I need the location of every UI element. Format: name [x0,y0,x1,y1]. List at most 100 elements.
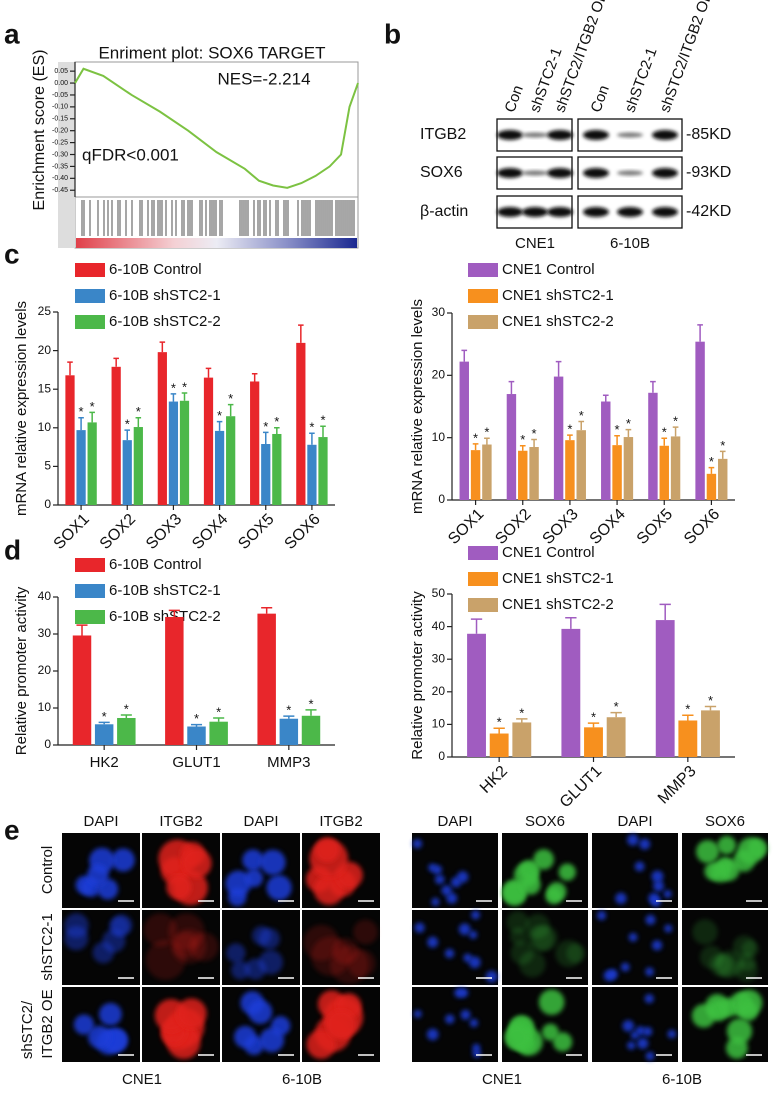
cell-blob [225,870,252,897]
cell-blob [431,897,440,907]
x-tick-label: MMP3 [267,754,310,771]
x-tick-label: SOX3 [540,506,582,548]
cell-blob [266,875,292,901]
cell-blob [244,869,264,888]
significance: * [124,701,129,716]
chart-title: Enriment plot: SOX6 TARGET [98,43,325,62]
error-bar [531,438,537,448]
cell-blob [463,953,472,963]
column-header: DAPI [617,813,652,830]
panel-label: b [384,18,401,49]
bar [718,458,728,500]
blot-band [617,132,643,138]
error-bar [251,373,258,382]
bar [261,444,271,505]
error-bar [205,367,212,378]
bar [529,447,539,500]
error-bar [567,434,573,441]
cell-blob [520,874,541,895]
y-tick-label: 30 [432,305,446,319]
bar [623,437,634,500]
cell-blob [111,848,135,872]
bar [678,720,698,757]
significance: * [626,416,631,431]
cell-blob [111,914,133,936]
cell-blob [620,962,630,972]
lane-label: shSTC2/ITGB2 OE [657,0,717,115]
blot-band [497,130,523,140]
cell-blob [645,967,654,977]
cell-line-label: 6-10B [282,1071,322,1088]
significance: * [286,703,291,718]
cell-blob [525,913,550,939]
lane-label: Con [502,83,527,115]
cell-blob [709,953,732,977]
error-bar [659,603,671,621]
error-bar [274,427,280,434]
cell-blob [454,987,465,998]
error-bar [661,437,668,446]
cell-blob [456,871,469,883]
y-axis-label: Enrichment score (ES) [31,50,48,211]
left-strip [58,62,75,248]
cell-blob [303,924,340,961]
cell-blob [168,913,205,950]
panel-label: e [4,814,20,845]
x-tick-label: SOX2 [492,506,534,548]
y-tick-label: 0 [44,737,51,751]
y-tick-label: 10 [432,717,446,731]
row-label: Control [39,846,56,894]
legend-swatch [75,558,105,572]
cell-blob [248,999,273,1025]
legend-swatch [468,289,498,303]
cell-blob [326,1009,357,1040]
cell-blob [231,960,250,980]
y-tick-label: 15 [38,381,52,395]
size-label: -85KD [686,126,731,143]
micrograph [592,833,678,908]
bar [87,422,97,505]
cell-blob [667,1029,677,1039]
cell-blob [692,919,718,945]
y-tick-label: 20 [38,663,52,677]
legend-swatch [75,263,105,277]
cell-blob [630,1031,639,1040]
micrograph [592,987,678,1062]
bar [76,430,86,505]
size-label: -93KD [686,164,731,181]
x-tick-label: HK2 [90,754,119,771]
y-tick-label: 0.00 [54,80,68,87]
error-bar [168,609,180,617]
cell-blob [176,998,207,1029]
cell-blob [87,864,109,886]
blot-band [583,207,609,217]
cell-blob [426,1028,439,1041]
significance: * [708,693,713,708]
cell-blob [414,922,425,933]
legend-swatch [75,315,105,329]
cell-blob [718,859,740,882]
bar [561,628,581,757]
y-tick-label: 30 [38,626,52,640]
cell-blob [637,1037,649,1050]
cell-blob [166,874,192,900]
cell-blob [627,834,639,846]
cell-blob [642,1026,653,1037]
significance: * [90,399,95,414]
significance: * [194,711,199,726]
significance: * [662,425,667,440]
significance: * [685,702,690,717]
cell-blob [538,989,565,1015]
error-bar [508,380,515,395]
error-bar [305,709,317,716]
micrograph [412,987,498,1062]
cell-blob [471,910,481,920]
y-axis-label: mRNA relative expression levels [409,299,426,514]
blot-band [497,207,523,217]
error-bar [113,357,119,367]
cell-blob [645,914,656,925]
legend-swatch [468,315,498,329]
bar [553,376,564,500]
legend-label: CNE1 Control [502,544,595,561]
cell-blob [545,887,562,905]
